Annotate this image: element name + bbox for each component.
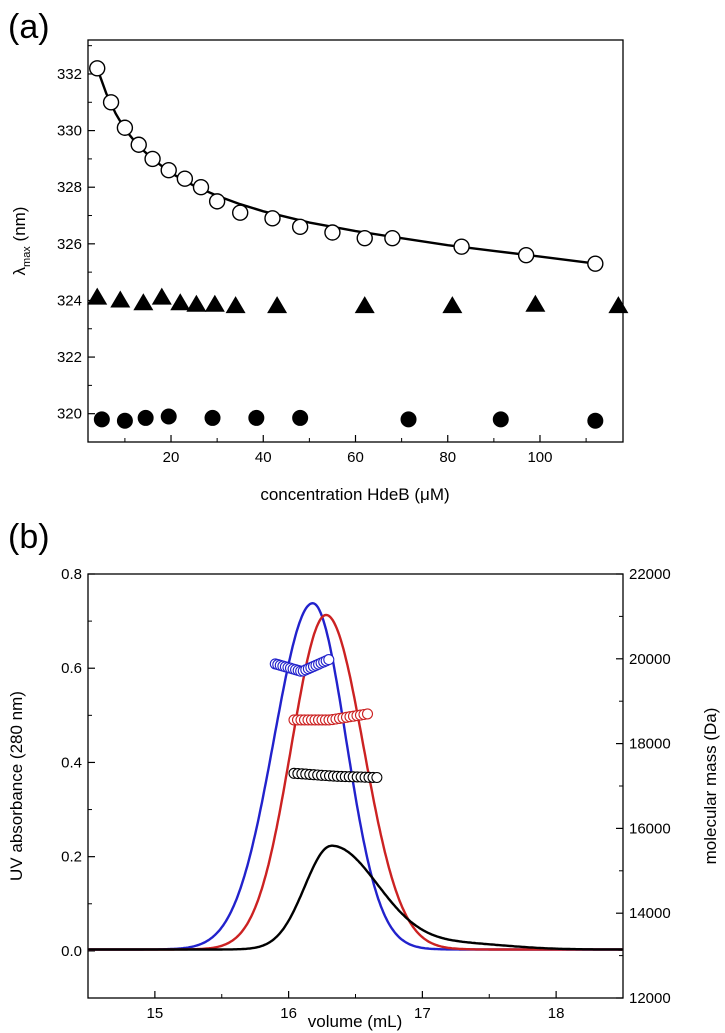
- b-uv-line-black: [88, 844, 623, 951]
- panel-a-chart: 20 40 60 80 100 320 322 324 326 328 330 332 concent…: [10, 39, 629, 504]
- panel-b-ticks: 15 16 17 18 0.0 0.2 0.4 0.6 0.8 12000 14000 16000 18…: [61, 566, 671, 1022]
- a-point-open-circle: [453, 238, 470, 255]
- a-y-tick-label: 322: [57, 349, 82, 366]
- panel-a-label: (a): [8, 8, 50, 46]
- a-point-open-circle: [160, 162, 177, 179]
- b-right-y-tick-label: 22000: [629, 566, 671, 583]
- b-uv-line-red: [88, 613, 623, 951]
- b-left-y-tick-label: 0.6: [61, 660, 82, 677]
- a-point-filled-circle: [292, 409, 309, 426]
- b-right-y-tick-label: 20000: [629, 651, 671, 668]
- panel-b-chart: 15 16 17 18 0.0 0.2 0.4 0.6 0.8 12000 14000 16000 18…: [7, 566, 720, 1031]
- a-point-open-circle: [116, 119, 134, 136]
- panel-b-mass-points: [269, 654, 383, 784]
- a-point-filled-circle: [137, 409, 154, 426]
- a-point-filled-circle: [204, 409, 221, 426]
- a-point-filled-circle: [492, 411, 509, 428]
- a-point-open-circle: [324, 224, 341, 241]
- a-point-open-circle: [102, 94, 120, 111]
- a-point-triangle: [442, 296, 463, 314]
- a-point-filled-circle: [93, 411, 110, 428]
- a-x-tick-label: 20: [163, 449, 180, 466]
- a-y-tick-label: 320: [57, 406, 82, 423]
- a-point-triangle: [204, 294, 225, 312]
- a-point-open-circle: [356, 229, 373, 247]
- a-point-filled-circle: [400, 411, 417, 428]
- panel-a-y-axis-label: λmax (nm): [10, 207, 33, 276]
- a-point-triangle: [87, 287, 108, 305]
- panel-a-frame: [87, 39, 624, 443]
- b-x-tick-label: 17: [414, 1005, 431, 1022]
- b-left-y-tick-label: 0.0: [61, 943, 82, 960]
- a-point-open-circle: [176, 170, 194, 187]
- a-point-filled-circle: [160, 408, 177, 425]
- a-point-open-circle: [384, 229, 401, 247]
- a-point-triangle: [354, 296, 375, 314]
- a-point-triangle: [225, 296, 246, 314]
- a-point-triangle: [170, 293, 191, 311]
- a-point-filled-circle: [116, 412, 133, 429]
- a-point-open-circle: [517, 246, 535, 264]
- a-point-open-circle: [130, 136, 147, 153]
- panel-a-ticks: 20 40 60 80 100 320 322 324 326 328 330 332: [57, 45, 587, 466]
- panel-b-label: (b): [8, 518, 50, 556]
- a-point-triangle: [186, 294, 207, 312]
- a-point-filled-circle: [248, 409, 265, 426]
- a-point-triangle: [133, 293, 154, 311]
- a-point-open-circle: [587, 255, 604, 272]
- panel-b-uv-lines: [88, 601, 623, 951]
- b-mass-point-black: [371, 771, 383, 784]
- a-y-tick-label: 326: [57, 236, 82, 253]
- a-point-open-circle: [89, 60, 106, 77]
- panel-b-right-y-axis-label: molecular mass (Da): [701, 708, 720, 865]
- a-x-tick-label: 80: [439, 449, 456, 466]
- a-point-triangle: [608, 296, 629, 314]
- b-left-y-tick-label: 0.4: [61, 754, 82, 771]
- b-left-y-tick-label: 0.8: [61, 566, 82, 583]
- panel-b-frame: [87, 573, 624, 999]
- panel-b-left-y-axis-label: UV absorbance (280 nm): [7, 691, 26, 881]
- b-left-y-tick-label: 0.2: [61, 849, 82, 866]
- a-x-tick-label: 60: [347, 449, 364, 466]
- b-right-y-tick-label: 18000: [629, 736, 671, 753]
- a-point-triangle: [151, 287, 172, 305]
- b-right-y-tick-label: 14000: [629, 905, 671, 922]
- a-y-tick-label: 330: [57, 123, 82, 140]
- a-y-tick-label: 332: [57, 66, 82, 83]
- a-point-triangle: [525, 294, 546, 312]
- a-y-tick-label: 328: [57, 179, 82, 196]
- a-point-open-circle: [264, 210, 281, 227]
- a-x-tick-label: 40: [255, 449, 272, 466]
- a-point-open-circle: [208, 193, 226, 210]
- a-y-tick-label: 324: [57, 292, 82, 309]
- b-x-tick-label: 18: [548, 1005, 565, 1022]
- panel-a-x-axis-label: concentration HdeB (μM): [260, 485, 449, 504]
- panel-a-points: [87, 60, 629, 429]
- a-point-open-circle: [144, 150, 161, 168]
- a-point-open-circle: [192, 179, 210, 196]
- b-mass-point-blue: [323, 654, 335, 666]
- a-point-triangle: [110, 290, 131, 308]
- a-point-open-circle: [231, 204, 249, 221]
- b-right-y-tick-label: 16000: [629, 820, 671, 837]
- panel-b-x-axis-label: volume (mL): [308, 1012, 402, 1031]
- b-x-tick-label: 16: [280, 1005, 297, 1022]
- a-point-triangle: [267, 296, 288, 314]
- b-right-y-tick-label: 12000: [629, 990, 671, 1007]
- b-mass-point-red: [361, 708, 374, 720]
- b-x-tick-label: 15: [147, 1005, 164, 1022]
- a-point-open-circle: [291, 218, 309, 236]
- a-point-filled-circle: [587, 412, 604, 429]
- a-x-tick-label: 100: [527, 449, 552, 466]
